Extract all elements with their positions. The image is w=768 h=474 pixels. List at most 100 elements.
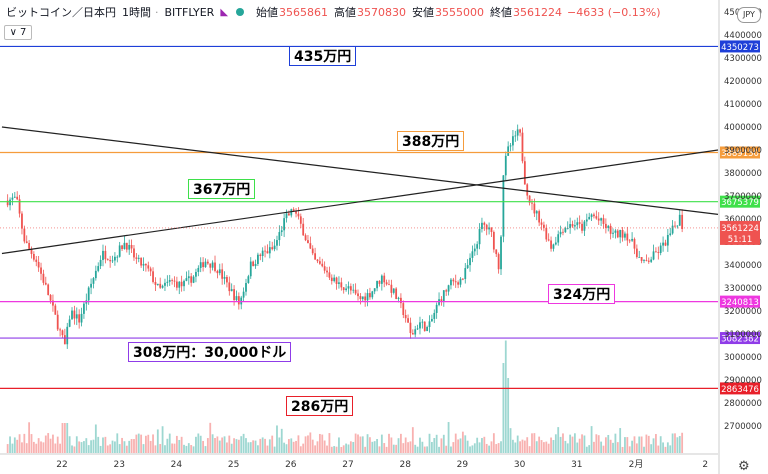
- currency-badge[interactable]: JPY: [737, 7, 761, 23]
- candle-body: [290, 209, 293, 216]
- candle-body: [666, 234, 669, 246]
- volume-bar: [233, 438, 235, 453]
- candle-body: [595, 216, 598, 219]
- interval-label[interactable]: 1時間: [122, 6, 151, 19]
- volume-bar: [643, 446, 645, 453]
- volume-bar: [307, 435, 309, 453]
- candle-body: [309, 243, 312, 249]
- exchange-label[interactable]: BITFLYER: [164, 5, 215, 19]
- volume-bar: [116, 433, 119, 453]
- candle-body: [671, 225, 674, 234]
- volume-bar: [454, 433, 457, 453]
- interval-toggle-button[interactable]: ∨ 7: [4, 25, 32, 40]
- candle-body: [414, 329, 417, 335]
- volume-bar: [450, 446, 452, 453]
- candle-body: [676, 225, 679, 227]
- volume-bar: [152, 434, 154, 453]
- volume-bar: [304, 436, 307, 453]
- volume-bar: [140, 434, 143, 453]
- volume-bar: [99, 445, 102, 453]
- volume-bar: [149, 440, 152, 453]
- candle-body: [218, 269, 221, 274]
- candle-body: [657, 252, 660, 253]
- volume-bar: [128, 440, 131, 453]
- volume-bar: [18, 434, 21, 453]
- gear-icon[interactable]: ⚙: [738, 459, 750, 474]
- candle-body: [61, 330, 64, 336]
- candle-body: [161, 285, 164, 288]
- symbol-name[interactable]: ビットコイン／日本円: [6, 6, 116, 19]
- high-value: 3570830: [357, 5, 407, 19]
- volume-bar: [540, 440, 543, 453]
- candle-body: [407, 318, 409, 323]
- candle-body: [473, 248, 476, 252]
- volume-bar: [30, 434, 33, 453]
- candle-body: [471, 251, 474, 258]
- candle-body: [83, 303, 85, 314]
- volume-bar: [183, 444, 185, 453]
- level-price-text: 3082382: [721, 335, 759, 345]
- volume-bar: [245, 438, 247, 453]
- candle-body: [16, 196, 19, 200]
- volume-bar: [216, 436, 219, 453]
- candle-body: [280, 230, 283, 233]
- candle-body: [540, 222, 543, 225]
- volume-bar: [678, 436, 681, 453]
- price-tick-label: 3600000: [724, 215, 762, 225]
- candle-body: [221, 269, 224, 279]
- volume-bar: [154, 445, 157, 453]
- volume-bar: [268, 439, 271, 453]
- candle-body: [581, 223, 583, 231]
- candle-body: [144, 263, 147, 266]
- volume-bar: [52, 434, 54, 453]
- candle-body: [11, 197, 14, 200]
- candle-body: [352, 289, 355, 291]
- candle-body: [385, 282, 388, 285]
- candle-body: [659, 245, 662, 253]
- volume-bar: [66, 423, 69, 453]
- candle-body: [147, 265, 150, 269]
- candle-body: [149, 268, 152, 272]
- candle-body: [259, 254, 262, 256]
- candle-body: [321, 263, 324, 267]
- candle-body: [514, 135, 517, 137]
- volume-bar: [624, 437, 626, 453]
- candle-body: [619, 229, 622, 238]
- volume-bar: [59, 443, 61, 453]
- candle-body: [380, 275, 383, 284]
- volume-bars: [6, 340, 684, 453]
- candle-body: [469, 257, 471, 266]
- candle-body: [114, 256, 116, 261]
- candle-body: [655, 251, 657, 253]
- volume-bar: [502, 363, 505, 453]
- candle-body: [130, 244, 133, 249]
- volume-bar: [414, 444, 417, 453]
- candle-body: [118, 245, 121, 257]
- support-resistance-lines: 4350273 3889150 3675379 3240813 3082382 28634…: [0, 40, 760, 395]
- candle-body: [347, 286, 350, 289]
- exchange-logo-icon: ◣: [220, 6, 229, 18]
- volume-bar: [352, 441, 355, 453]
- volume-bar: [621, 446, 624, 453]
- volume-bar: [202, 440, 204, 453]
- candle-body: [75, 314, 78, 319]
- volume-bar: [237, 439, 240, 453]
- candle-body: [247, 276, 250, 283]
- countdown-text: 51:11: [728, 235, 753, 245]
- candle-body: [97, 266, 100, 271]
- candle-body: [235, 296, 238, 301]
- candle-body: [154, 281, 157, 285]
- volume-bar: [516, 435, 519, 453]
- candle-body: [35, 259, 38, 262]
- candle-body: [481, 222, 483, 230]
- price-tick-label: 2800000: [724, 399, 762, 409]
- candle-body: [21, 213, 23, 229]
- candle-body: [140, 257, 143, 266]
- volume-bar: [552, 440, 555, 453]
- candle-body: [168, 280, 171, 282]
- volume-bar: [185, 445, 188, 453]
- candle-body: [364, 296, 367, 301]
- volume-bar: [545, 441, 548, 453]
- candle-body: [109, 260, 112, 262]
